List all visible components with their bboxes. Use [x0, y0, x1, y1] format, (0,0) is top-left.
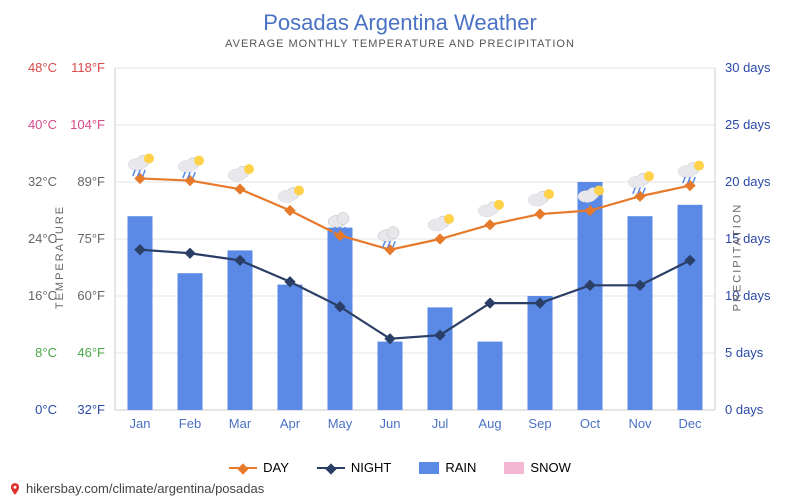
- svg-text:8°C: 8°C: [35, 345, 57, 360]
- svg-text:5 days: 5 days: [725, 345, 764, 360]
- month-label: Apr: [280, 416, 301, 431]
- month-label: Jan: [130, 416, 151, 431]
- rain-bar: [378, 342, 403, 410]
- svg-text:104°F: 104°F: [70, 117, 105, 132]
- svg-text:118°F: 118°F: [71, 60, 105, 75]
- sun-icon: [478, 200, 504, 217]
- month-label: Feb: [179, 416, 201, 431]
- legend-label: NIGHT: [351, 460, 391, 475]
- rain-icon: [378, 227, 399, 247]
- month-label: Jul: [432, 416, 449, 431]
- rain-bar: [328, 228, 353, 410]
- svg-text:24°C: 24°C: [28, 231, 57, 246]
- legend-label: SNOW: [530, 460, 570, 475]
- rain-sun-icon: [128, 153, 154, 175]
- night-line: [140, 250, 690, 339]
- svg-text:30 days: 30 days: [725, 60, 771, 75]
- rain-bar: [528, 296, 553, 410]
- month-label: Oct: [580, 416, 601, 431]
- chart-area: 0°C 32°F 8°C 46°F 16°C 60°F 24°C 75°F 32°C 89°F 40…: [10, 58, 790, 456]
- cloud-sun-icon: [428, 214, 454, 231]
- day-line-point: [284, 205, 295, 216]
- svg-text:25 days: 25 days: [725, 117, 771, 132]
- legend-day: DAY: [229, 460, 289, 475]
- rain-bar: [178, 273, 203, 410]
- legend-night: NIGHT: [317, 460, 391, 475]
- night-line-point: [484, 297, 495, 308]
- climate-chart: 0°C 32°F 8°C 46°F 16°C 60°F 24°C 75°F 32°C 89°F 40…: [10, 58, 790, 438]
- legend-rain: RAIN: [419, 460, 476, 475]
- page-title: Posadas Argentina Weather: [0, 0, 800, 38]
- legend-snow: SNOW: [504, 460, 570, 475]
- svg-text:32°C: 32°C: [28, 174, 57, 189]
- night-line-point: [184, 248, 195, 259]
- day-line-point: [534, 208, 545, 219]
- rain-bar: [578, 182, 603, 410]
- svg-text:0 days: 0 days: [725, 402, 764, 417]
- footer-text: hikersbay.com/climate/argentina/posadas: [26, 481, 264, 496]
- rain-sun-icon: [678, 161, 704, 183]
- month-label: Aug: [478, 416, 501, 431]
- rain-bar: [228, 250, 253, 410]
- svg-text:48°C: 48°C: [28, 60, 57, 75]
- rain-bar: [628, 216, 653, 410]
- cloud-sun-icon: [278, 186, 304, 203]
- legend-label: DAY: [263, 460, 289, 475]
- svg-text:32°F: 32°F: [77, 402, 105, 417]
- sun-icon: [528, 189, 554, 206]
- month-label: May: [328, 416, 353, 431]
- footer: hikersbay.com/climate/argentina/posadas: [0, 477, 800, 500]
- legend-label: RAIN: [445, 460, 476, 475]
- month-label: Sep: [528, 416, 551, 431]
- svg-text:16°C: 16°C: [28, 288, 57, 303]
- left-axis-label: TEMPERATURE: [54, 205, 66, 309]
- month-label: Mar: [229, 416, 252, 431]
- svg-text:60°F: 60°F: [77, 288, 105, 303]
- rain-bar: [678, 205, 703, 410]
- rain-bar: [478, 342, 503, 410]
- svg-text:40°C: 40°C: [28, 117, 57, 132]
- svg-text:75°F: 75°F: [77, 231, 105, 246]
- svg-text:46°F: 46°F: [77, 345, 105, 360]
- right-axis-label: PRECIPITATION: [732, 203, 744, 312]
- map-pin-icon: [8, 482, 22, 496]
- svg-text:89°F: 89°F: [77, 174, 105, 189]
- rain-bar: [278, 285, 303, 410]
- cloud-sun-icon: [228, 164, 254, 181]
- svg-text:0°C: 0°C: [35, 402, 57, 417]
- legend: DAY NIGHT RAIN SNOW: [0, 456, 800, 477]
- rain-sun-icon: [178, 156, 204, 178]
- month-label: Nov: [628, 416, 652, 431]
- svg-text:20 days: 20 days: [725, 174, 771, 189]
- day-line-point: [484, 219, 495, 230]
- page-subtitle: AVERAGE MONTHLY TEMPERATURE AND PRECIPIT…: [0, 38, 800, 58]
- rain-bar: [428, 307, 453, 410]
- day-line-point: [434, 233, 445, 244]
- month-label: Jun: [380, 416, 401, 431]
- day-line-point: [234, 183, 245, 194]
- month-label: Dec: [678, 416, 702, 431]
